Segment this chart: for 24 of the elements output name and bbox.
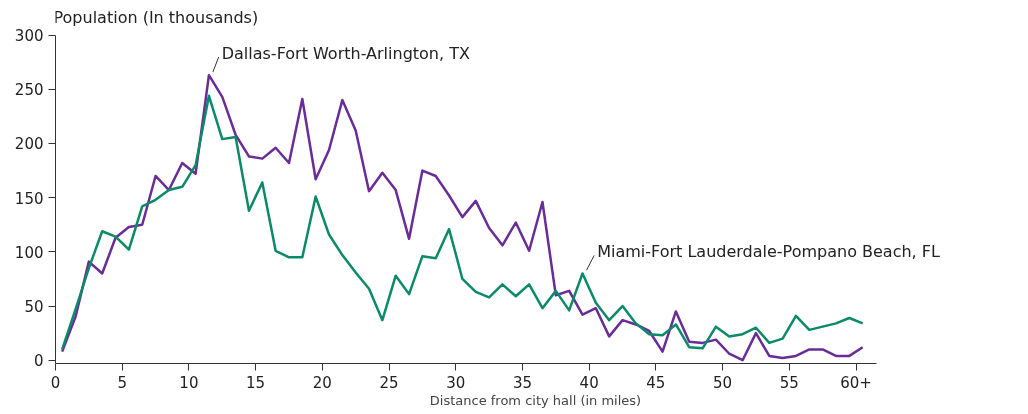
x-tick-label: 25 <box>379 373 399 392</box>
x-tick-label: 40 <box>579 373 599 392</box>
x-tick-label: 0 <box>50 373 61 392</box>
y-tick-label: 300 <box>14 27 44 46</box>
x-axis-title: Distance from city hall (in miles) <box>429 392 642 408</box>
y-tick-label: 200 <box>14 135 44 154</box>
y-tick-label: 100 <box>14 243 44 262</box>
y-tick-label: 0 <box>33 352 44 371</box>
series-label: Miami-Fort Lauderdale-Pompano Beach, FL <box>597 242 940 262</box>
x-tick-label: 55 <box>779 373 799 392</box>
y-tick-label: 150 <box>14 189 44 208</box>
x-tick-label: 45 <box>646 373 666 392</box>
y-tick-label: 50 <box>24 298 44 317</box>
y-axis-title: Population (In thousands) <box>53 8 259 28</box>
y-tick-label: 250 <box>14 81 44 100</box>
x-tick-label: 60+ <box>840 373 872 392</box>
x-tick-label: 20 <box>312 373 332 392</box>
x-tick-label: 10 <box>179 373 199 392</box>
x-tick-label: 15 <box>246 373 266 392</box>
x-tick-label: 5 <box>117 373 127 392</box>
x-tick-label: 30 <box>446 373 466 392</box>
series-label: Dallas-Fort Worth-Arlington, TX <box>221 43 470 63</box>
x-tick-label: 50 <box>713 373 733 392</box>
x-tick-label: 35 <box>512 373 533 392</box>
